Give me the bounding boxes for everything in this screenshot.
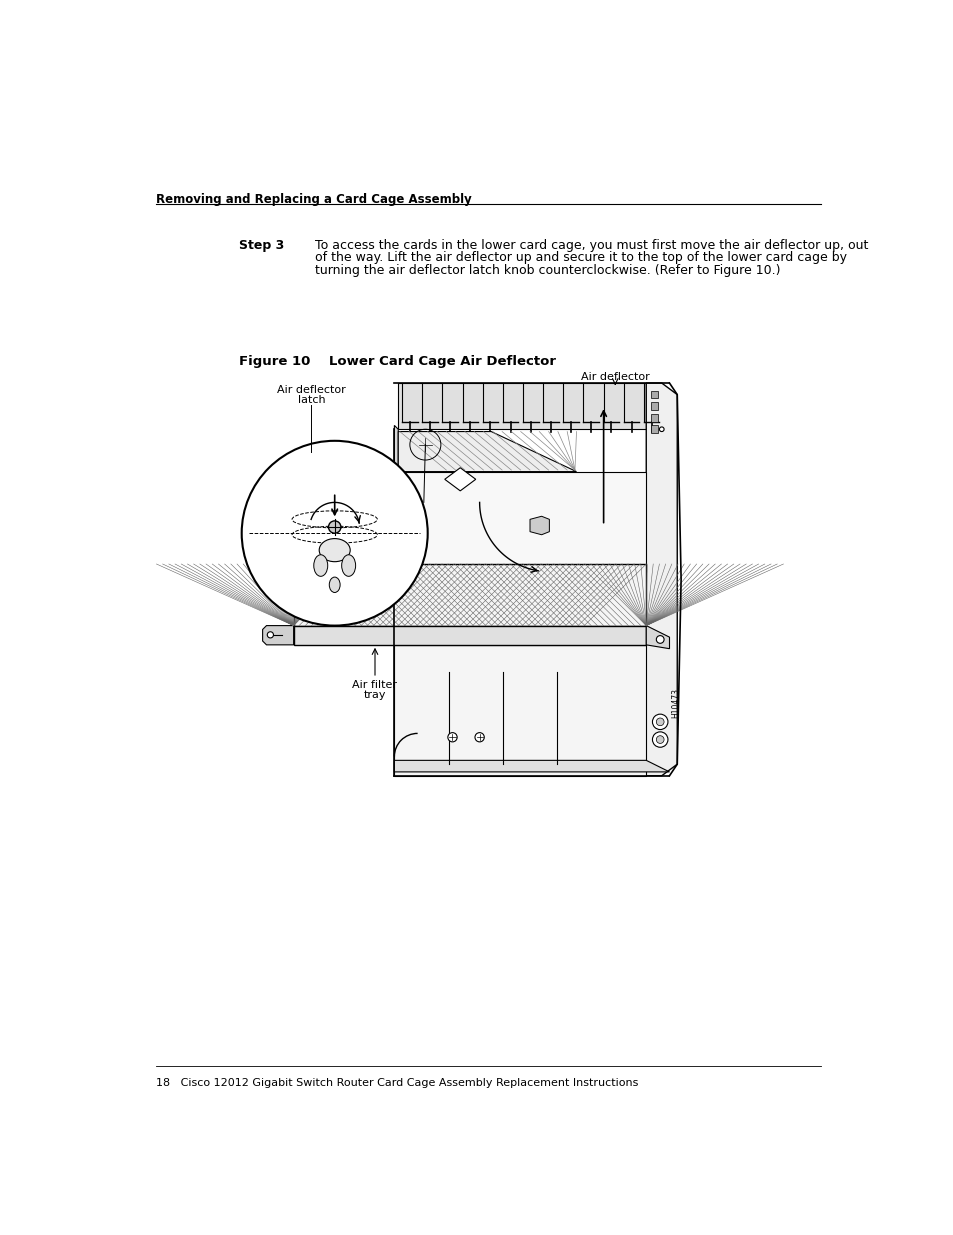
Text: Removing and Replacing a Card Cage Assembly: Removing and Replacing a Card Cage Assem… [156,193,472,206]
Text: tray: tray [363,689,386,699]
Polygon shape [394,472,645,572]
Polygon shape [262,626,294,645]
Polygon shape [397,383,661,430]
Ellipse shape [341,555,355,577]
Circle shape [328,521,340,534]
Polygon shape [444,468,476,490]
Text: Step 3: Step 3 [239,240,284,252]
Text: of the way. Lift the air deflector up and secure it to the top of the lower card: of the way. Lift the air deflector up an… [315,252,846,264]
Ellipse shape [314,555,328,577]
Circle shape [241,441,427,626]
Text: turning the air deflector latch knob counterclockwise. (Refer to Figure 10.): turning the air deflector latch knob cou… [315,264,780,277]
Polygon shape [650,403,658,410]
Circle shape [656,636,663,643]
Polygon shape [650,414,658,421]
Polygon shape [645,383,677,776]
Polygon shape [650,390,658,399]
Text: Air filter: Air filter [352,679,397,689]
Polygon shape [294,626,645,645]
Circle shape [656,736,663,743]
Polygon shape [650,425,658,433]
Polygon shape [645,626,669,648]
Text: Air deflector: Air deflector [276,385,345,395]
Polygon shape [394,425,397,534]
Text: To access the cards in the lower card cage, you must first move the air deflecto: To access the cards in the lower card ca… [315,240,868,252]
Circle shape [656,718,663,726]
Text: latch: latch [297,395,325,405]
Ellipse shape [319,538,350,562]
Text: Air deflector: Air deflector [580,372,649,382]
Text: Figure 10    Lower Card Cage Air Deflector: Figure 10 Lower Card Cage Air Deflector [239,354,556,368]
Circle shape [447,732,456,742]
Text: H10473: H10473 [671,688,679,718]
Circle shape [652,732,667,747]
Circle shape [475,732,484,742]
Polygon shape [394,761,669,772]
Polygon shape [394,645,645,776]
Text: 18   Cisco 12012 Gigabit Switch Router Card Cage Assembly Replacement Instructio: 18 Cisco 12012 Gigabit Switch Router Car… [156,1078,639,1088]
Circle shape [267,632,274,638]
Polygon shape [530,516,549,535]
Polygon shape [397,431,576,472]
Circle shape [659,427,663,431]
Polygon shape [294,564,645,626]
Ellipse shape [329,577,340,593]
Circle shape [652,714,667,730]
